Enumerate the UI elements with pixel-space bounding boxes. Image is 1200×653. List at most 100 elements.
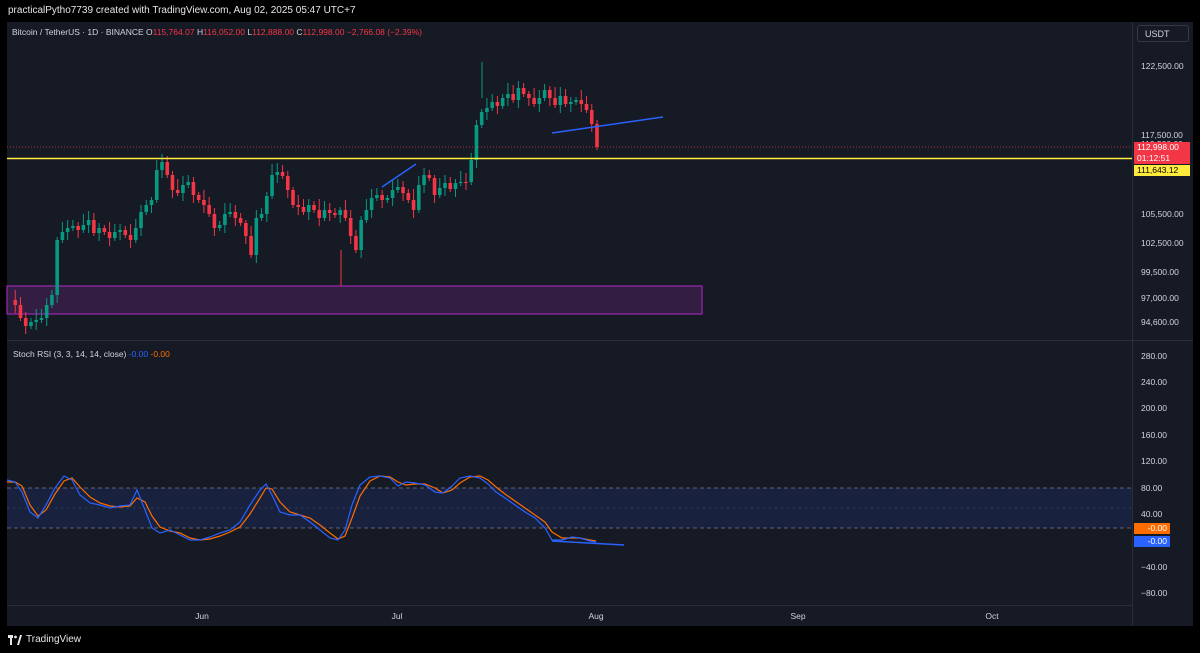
candle-body (102, 228, 107, 232)
candle-body (563, 96, 568, 104)
time-tick-label: Jul (392, 611, 403, 621)
candle-body (285, 176, 290, 190)
rsi-axis[interactable]: 280.00 240.00 200.00 160.00 120.00 80.00 40.00… (1141, 351, 1168, 598)
candle-body (584, 104, 589, 110)
candle-body (296, 205, 301, 207)
candle-body (65, 228, 70, 232)
candle-body (233, 212, 238, 218)
candle-body (380, 195, 384, 200)
rsi-trend-line[interactable] (551, 540, 625, 546)
candle-body (537, 98, 542, 104)
price-tick-label: 117,500.00 (1141, 130, 1183, 140)
candle-body (118, 230, 122, 232)
candle-body (464, 182, 468, 183)
rsi-tick-label: 200.00 (1141, 403, 1167, 413)
demand-zone[interactable] (6, 285, 703, 315)
candle-body (553, 98, 557, 105)
price-pane[interactable] (7, 22, 1132, 340)
candle-body (458, 182, 463, 183)
price-tick-label: 122,500.00 (1141, 61, 1184, 71)
price-axis[interactable]: 122,500.00117,500.00112,500.00107,500.00… (1141, 61, 1184, 327)
brand-name: TradingView (26, 634, 82, 645)
stoch-k-badge: -0.00 (1134, 536, 1170, 547)
time-tick-label: Sep (790, 611, 805, 621)
last-price-badge: 112,998.00 01:12:51 (1134, 142, 1190, 164)
candle-body (369, 198, 374, 210)
candle-body (343, 210, 348, 218)
tradingview-logo[interactable]: TradingView (8, 634, 81, 645)
candle-body (532, 98, 536, 104)
candle-body (76, 226, 80, 230)
candle-body (443, 183, 447, 188)
candles (13, 62, 599, 334)
rsi-tick-label: 80.00 (1141, 483, 1163, 493)
candle-body (411, 200, 416, 210)
last-price-value: 112,998.00 (1137, 142, 1179, 152)
candle-body (589, 110, 594, 124)
footer-bar (0, 626, 1200, 653)
candle-body (406, 193, 411, 200)
candle-body (92, 220, 96, 233)
candle-body (574, 100, 578, 102)
rsi-tick-label: 120.00 (1141, 456, 1167, 466)
candle-body (34, 320, 39, 322)
candle-body (558, 96, 563, 105)
time-tick-label: Oct (985, 611, 999, 621)
candle-body (548, 90, 552, 98)
change-value: −2,766.08 (−2.39%) (346, 27, 422, 37)
candle-body (44, 305, 49, 318)
candle-body (568, 102, 573, 104)
rsi-tick-label: 240.00 (1141, 377, 1167, 387)
indicator-name: Stoch RSI (3, 3, 14, 14, close) (13, 349, 127, 359)
candle-body (139, 212, 143, 228)
candle-body (579, 100, 584, 104)
candle-body (506, 94, 510, 98)
stoch-k-value: -0.00 (128, 349, 149, 359)
candle-body (196, 195, 201, 200)
candle-body (390, 190, 395, 198)
candle-body (13, 300, 18, 305)
tradingview-icon (8, 634, 22, 645)
candle-body (396, 187, 400, 190)
candle-body (474, 125, 479, 160)
indicator-legend: Stoch RSI (3, 3, 14, 14, close) -0.00 -0… (13, 349, 170, 359)
candle-body (265, 196, 269, 214)
candle-body (364, 210, 369, 220)
candle-body (291, 190, 295, 205)
time-tick-label: Aug (588, 611, 603, 621)
candle-body (359, 220, 363, 250)
candle-body (322, 210, 327, 218)
trend-line-1[interactable] (381, 163, 417, 188)
candle-body (375, 195, 379, 198)
candle-body (144, 205, 149, 212)
candle-body (223, 214, 227, 225)
candle-body (207, 205, 211, 214)
candle-body (86, 220, 91, 225)
candle-body (238, 218, 243, 223)
candle-body (348, 218, 353, 236)
candle-body (29, 322, 33, 326)
candle-body (202, 200, 206, 205)
level-price-badge: 111,643.12 (1134, 165, 1190, 176)
candle-body (338, 210, 342, 215)
candle-body (154, 170, 159, 200)
candle-body (191, 182, 196, 195)
candle-body (217, 225, 222, 228)
candle-body (113, 232, 117, 238)
candle-body (595, 124, 599, 147)
candle-body (71, 226, 75, 228)
candle-body (23, 318, 28, 326)
rsi-tick-label: −40.00 (1141, 562, 1168, 572)
rsi-tick-label: 160.00 (1141, 430, 1167, 440)
currency-button[interactable]: USDT (1137, 25, 1189, 42)
candle-body (542, 90, 547, 98)
rsi-pane[interactable] (7, 341, 1132, 605)
candle-body (55, 240, 59, 295)
price-tick-label: 97,000.00 (1141, 293, 1179, 303)
price-tick-label: 102,500.00 (1141, 238, 1184, 248)
stoch-d-value: -0.00 (150, 349, 170, 359)
candle-body (254, 218, 259, 255)
time-axis[interactable]: Jun Jul Aug Sep Oct (195, 611, 999, 621)
trend-line-2[interactable] (551, 116, 664, 134)
